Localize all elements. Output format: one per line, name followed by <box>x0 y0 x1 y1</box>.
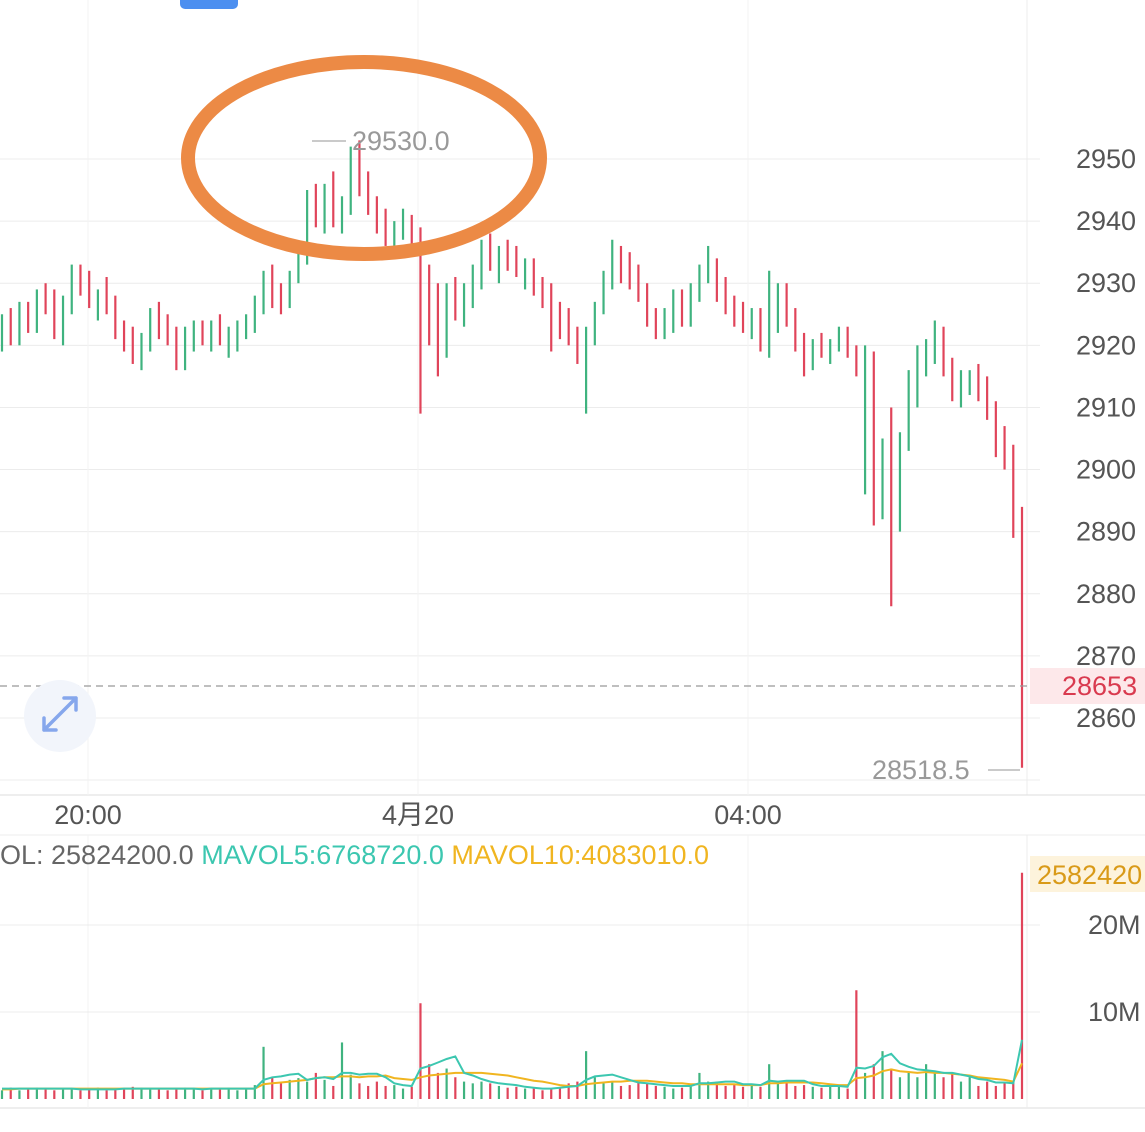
price-tick-label: 2930 <box>1076 268 1136 298</box>
time-tick-label: 4月20 <box>382 800 454 830</box>
current-price-label: 28653 <box>1062 671 1137 701</box>
volume-tick-label: 10M <box>1088 997 1141 1027</box>
volume-tick-label: 20M <box>1088 910 1141 940</box>
price-tick-label: 2870 <box>1076 641 1136 671</box>
expand-button[interactable] <box>24 680 96 752</box>
price-tick-label: 2950 <box>1076 144 1136 174</box>
vol-legend-mavol10: MAVOL10:4083010.0 <box>451 840 709 870</box>
candles <box>0 140 1024 768</box>
expand-icon <box>42 696 78 732</box>
low-label: 28518.5 <box>872 755 970 785</box>
price-tick-label: 2900 <box>1076 455 1136 485</box>
price-tick-label: 2890 <box>1076 517 1136 547</box>
time-tick-label: 04:00 <box>714 800 782 830</box>
volume-bars <box>0 872 1024 1099</box>
volume-current-tag-bg <box>1030 856 1145 892</box>
current-price-tag-bg <box>1030 668 1145 704</box>
volume-grid <box>0 924 1040 1013</box>
vol-legend-mavol5: MAVOL5:6768720.0 <box>201 840 444 870</box>
time-tick-label: 20:00 <box>54 800 122 830</box>
axis-labels: 2950 2940 2930 2920 2910 2900 2890 2880 2870 2860… <box>54 144 1140 1027</box>
tab-indicator <box>180 0 238 9</box>
price-grid <box>0 0 1145 1109</box>
price-tick-label: 2880 <box>1076 579 1136 609</box>
vol-legend: OL: 25824200.0 MAVOL5:6768720.0 MAVOL10:… <box>0 840 709 870</box>
vol-legend-vol: OL: 25824200.0 <box>0 840 194 870</box>
mavol5-line <box>2 1039 1023 1091</box>
price-tick-label: 2910 <box>1076 392 1136 422</box>
high-label: 29530.0 <box>352 126 450 156</box>
mavol-lines <box>2 1039 1023 1091</box>
annotation-ellipse <box>181 55 547 261</box>
price-tick-label: 2940 <box>1076 206 1136 236</box>
price-tick-label: 2860 <box>1076 703 1136 733</box>
price-tick-label: 2920 <box>1076 330 1136 360</box>
volume-current-label: 2582420 <box>1037 860 1142 890</box>
